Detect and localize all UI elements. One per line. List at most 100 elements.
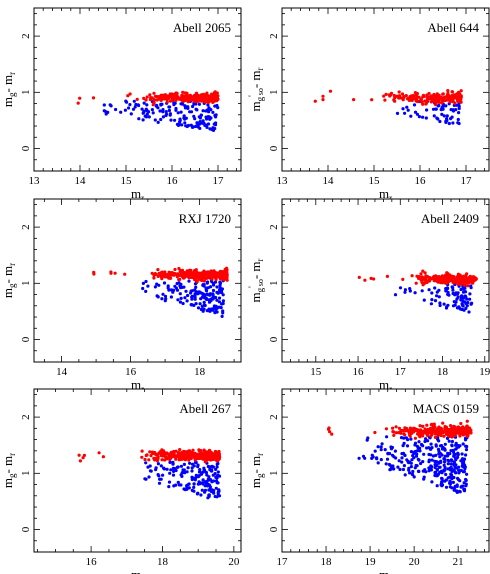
blue-cloud-point xyxy=(221,311,225,315)
blue-cloud-point xyxy=(216,470,220,474)
red-sequence-point xyxy=(472,277,476,281)
blue-cloud-point xyxy=(220,287,224,291)
blue-cloud-point xyxy=(415,112,419,116)
blue-cloud-point xyxy=(418,446,422,450)
blue-cloud-point xyxy=(433,473,437,478)
blue-cloud-point xyxy=(457,121,461,126)
red-sequence-point xyxy=(391,426,395,430)
blue-cloud-point xyxy=(156,120,160,124)
red-sequence-point xyxy=(147,458,151,462)
x-tick-label: 18 xyxy=(157,556,169,568)
blue-cloud-point xyxy=(403,473,407,477)
blue-cloud-point xyxy=(211,288,216,293)
x-tick-label: 18 xyxy=(194,366,206,378)
panel-title: Abell 2065 xyxy=(173,20,231,35)
blue-cloud-point xyxy=(427,466,431,470)
x-tick-label: 20 xyxy=(228,556,240,568)
blue-cloud-point xyxy=(439,469,444,473)
blue-cloud-point xyxy=(421,460,425,464)
red-sequence-point xyxy=(194,268,198,272)
blue-cloud-point xyxy=(216,106,220,110)
red-sequence-point xyxy=(140,455,144,459)
red-sequence-point xyxy=(180,268,185,272)
red-sequence-point xyxy=(203,451,208,455)
blue-cloud-point xyxy=(446,454,450,458)
blue-cloud-point xyxy=(408,471,412,475)
red-sequence-point xyxy=(458,99,462,104)
red-sequence-point xyxy=(207,457,211,461)
red-sequence-point xyxy=(429,96,434,100)
red-sequence-point xyxy=(148,450,152,454)
blue-cloud-point xyxy=(400,456,404,460)
blue-cloud-point xyxy=(213,494,217,499)
y-tick-label: 0 xyxy=(20,526,32,532)
blue-cloud-point xyxy=(197,474,201,478)
blue-cloud-point xyxy=(443,454,447,458)
blue-cloud-point xyxy=(357,456,361,460)
red-sequence-point xyxy=(423,99,427,103)
red-sequence-point xyxy=(456,278,461,282)
red-sequence-point xyxy=(169,272,173,276)
blue-cloud-point xyxy=(198,302,202,306)
blue-cloud-point xyxy=(432,114,436,118)
blue-cloud-point xyxy=(462,481,466,485)
blue-cloud-point xyxy=(212,283,216,287)
blue-cloud-point xyxy=(409,465,413,469)
blue-cloud-point xyxy=(131,107,136,111)
blue-cloud-point xyxy=(211,128,216,132)
blue-cloud-point xyxy=(462,457,467,461)
red-sequence-point xyxy=(447,277,451,281)
blue-cloud-point xyxy=(197,115,201,119)
blue-cloud-point xyxy=(451,109,456,113)
red-sequence-point xyxy=(397,426,401,430)
red-sequence-point xyxy=(148,93,152,97)
red-sequence-point xyxy=(434,274,438,278)
blue-cloud-point xyxy=(458,490,462,494)
blue-cloud-point xyxy=(169,295,173,299)
blue-cloud-point xyxy=(208,117,212,121)
blue-cloud-point xyxy=(429,442,433,446)
red-sequence-point xyxy=(404,94,408,98)
blue-cloud-point xyxy=(424,437,428,441)
y-axis-label: mg- mr xyxy=(0,263,17,298)
blue-cloud-point xyxy=(159,117,163,122)
blue-cloud-point xyxy=(430,465,434,469)
blue-cloud-point xyxy=(404,436,408,440)
blue-cloud-point xyxy=(184,116,188,120)
blue-cloud-point xyxy=(417,469,421,474)
blue-cloud-point xyxy=(194,285,198,289)
red-sequence-point xyxy=(370,98,374,102)
blue-cloud-point xyxy=(183,104,187,108)
blue-cloud-point xyxy=(464,306,468,310)
blue-cloud-point xyxy=(215,285,219,289)
red-sequence-point xyxy=(465,419,469,423)
blue-cloud-point xyxy=(375,456,379,460)
blue-cloud-point xyxy=(190,488,194,492)
blue-cloud-point xyxy=(448,481,452,485)
red-sequence-point xyxy=(328,89,333,93)
blue-cloud-point xyxy=(429,302,433,306)
blue-cloud-point xyxy=(426,439,430,443)
data-points xyxy=(77,448,222,500)
blue-cloud-point xyxy=(205,292,209,296)
red-sequence-point xyxy=(182,276,186,280)
blue-cloud-point xyxy=(201,295,205,299)
blue-cloud-point xyxy=(172,103,176,107)
red-sequence-point xyxy=(173,92,177,96)
y-tick-label: 1 xyxy=(20,471,32,477)
red-sequence-point xyxy=(466,278,470,283)
red-sequence-point xyxy=(321,98,325,102)
x-tick-label: 20 xyxy=(409,556,421,568)
blue-cloud-point xyxy=(386,451,390,455)
blue-cloud-point xyxy=(215,476,219,480)
red-sequence-point xyxy=(169,99,173,103)
red-sequence-point xyxy=(142,96,146,100)
x-tick-label: 18 xyxy=(437,366,449,378)
red-sequence-point xyxy=(425,93,429,97)
blue-cloud-point xyxy=(380,442,384,446)
x-tick-label: 14 xyxy=(75,175,87,187)
red-sequence-point xyxy=(415,97,419,101)
blue-cloud-point xyxy=(418,449,422,453)
red-sequence-point xyxy=(220,270,224,275)
blue-cloud-point xyxy=(176,298,180,302)
